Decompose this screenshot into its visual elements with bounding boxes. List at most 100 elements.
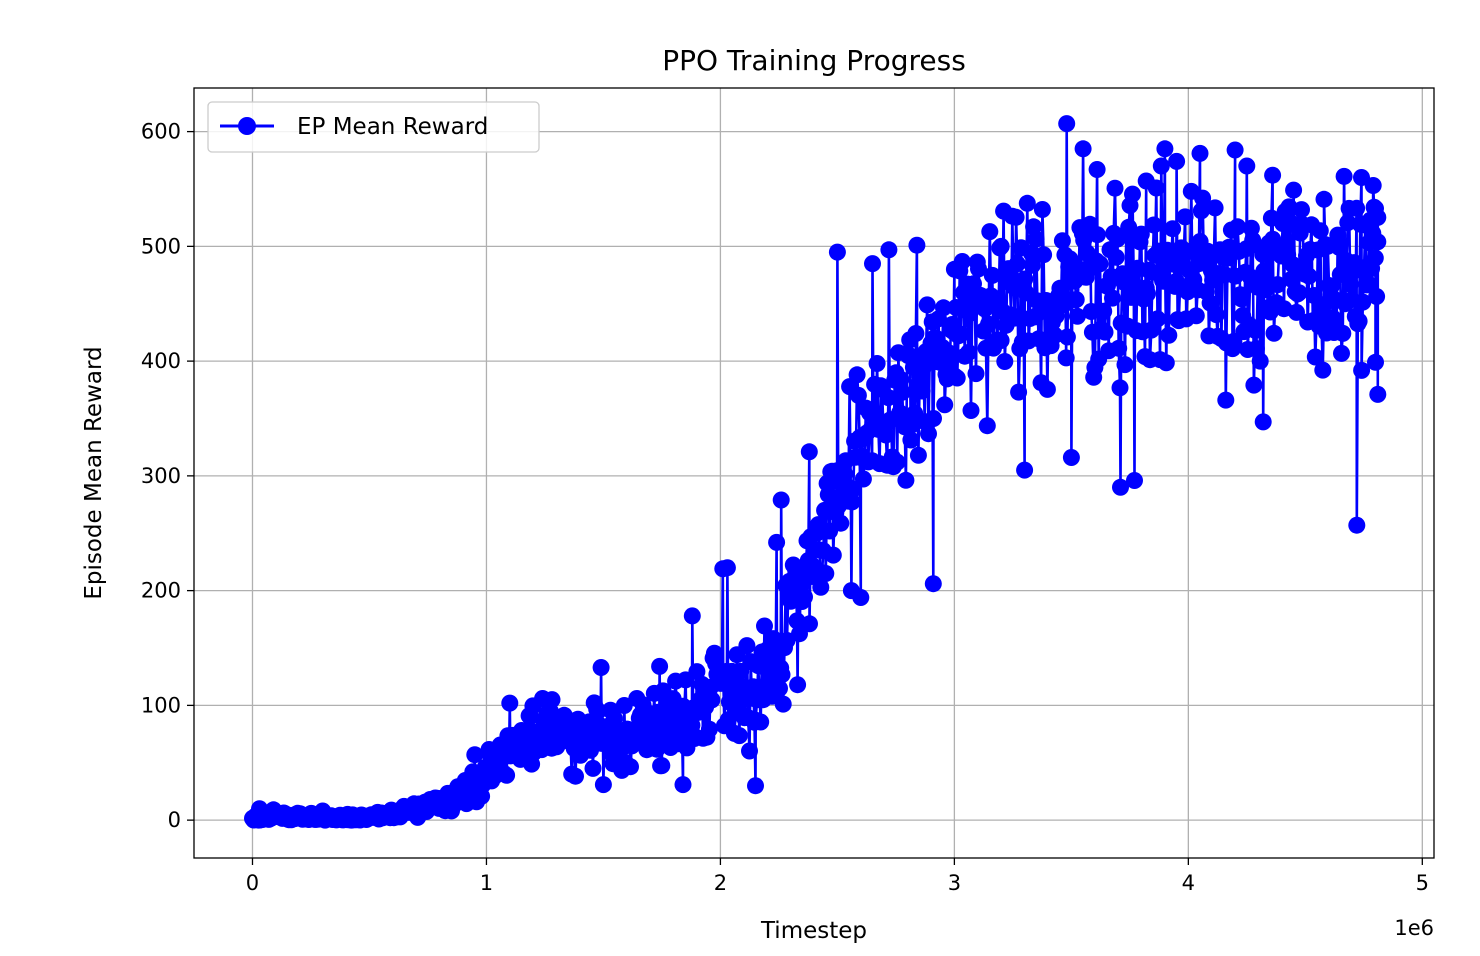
data-point <box>738 637 756 655</box>
data-point <box>683 607 701 625</box>
data-point <box>1348 199 1366 217</box>
data-point <box>1353 361 1371 379</box>
y-tick-label: 200 <box>141 579 181 603</box>
data-point <box>1038 380 1056 398</box>
data-point <box>1269 276 1287 294</box>
data-point <box>1046 326 1064 344</box>
data-point <box>1232 290 1250 308</box>
data-point <box>1033 201 1051 218</box>
data-point <box>953 253 971 270</box>
data-point <box>877 426 895 444</box>
data-point <box>920 425 937 443</box>
data-point <box>1160 326 1178 344</box>
data-point <box>1207 306 1225 324</box>
data-point <box>1290 284 1308 302</box>
data-point <box>615 697 633 714</box>
data-point <box>778 632 796 649</box>
data-point <box>1095 302 1113 320</box>
data-point <box>1330 238 1348 256</box>
data-point <box>1339 214 1357 232</box>
data-point <box>466 746 484 764</box>
data-point <box>936 396 954 414</box>
data-point <box>584 759 602 777</box>
data-point <box>648 740 666 758</box>
data-point <box>1245 376 1263 394</box>
legend: EP Mean Reward <box>207 101 540 153</box>
y-tick-label: 600 <box>141 120 181 144</box>
data-point <box>1168 152 1186 170</box>
data-point <box>768 533 786 551</box>
data-point <box>622 758 639 776</box>
data-point <box>1023 256 1041 274</box>
data-point <box>978 417 996 435</box>
data-point <box>1124 185 1141 203</box>
data-point <box>1018 194 1036 212</box>
data-point <box>849 386 867 404</box>
data-point <box>1062 449 1080 466</box>
data-point <box>880 241 898 259</box>
data-point <box>1057 349 1075 367</box>
data-point <box>1111 379 1129 397</box>
data-point <box>700 720 718 738</box>
data-point <box>1104 289 1121 307</box>
data-point <box>1293 201 1310 219</box>
data-point <box>1075 231 1093 249</box>
data-point <box>1120 218 1138 236</box>
data-point <box>589 702 607 720</box>
data-point <box>981 223 999 241</box>
data-point <box>1164 220 1182 238</box>
data-point <box>1369 208 1387 226</box>
data-point <box>1333 344 1350 362</box>
data-point <box>1369 385 1387 403</box>
data-point <box>992 237 1010 255</box>
data-point <box>867 407 885 425</box>
x-tick-label: 5 <box>1416 871 1429 895</box>
data-point <box>1334 324 1352 342</box>
data-point <box>1265 324 1283 342</box>
data-point <box>1016 461 1034 479</box>
y-tick-label: 400 <box>141 349 181 373</box>
data-point <box>1246 321 1264 339</box>
data-point <box>1192 202 1210 220</box>
data-point <box>948 369 966 387</box>
data-point <box>967 365 985 383</box>
legend-box <box>207 101 540 153</box>
data-point <box>800 443 818 461</box>
data-point <box>952 325 970 343</box>
data-point <box>970 260 987 278</box>
data-point <box>605 710 623 727</box>
data-point <box>836 465 854 483</box>
data-point <box>902 431 920 449</box>
data-point <box>925 410 942 427</box>
data-point <box>1255 262 1273 280</box>
data-point <box>1106 179 1124 197</box>
data-point <box>1110 339 1128 357</box>
data-point <box>703 691 721 709</box>
data-point <box>1206 199 1224 217</box>
data-point <box>789 676 807 694</box>
x-axis-multiplier: 1e6 <box>1394 916 1434 940</box>
x-axis-ticks: 0 1 2 3 4 5 <box>246 858 1429 895</box>
data-point <box>1096 323 1114 341</box>
plot-frame <box>193 87 1435 859</box>
data-point <box>1254 413 1272 431</box>
data-point <box>1238 157 1256 175</box>
x-tick-label: 3 <box>948 871 961 895</box>
data-point <box>1068 307 1086 325</box>
data-point <box>1067 291 1085 309</box>
data-point <box>897 471 915 489</box>
y-tick-label: 300 <box>141 464 181 488</box>
data-point <box>918 296 936 314</box>
data-point <box>1053 232 1071 250</box>
data-point <box>1306 348 1324 366</box>
data-point <box>651 657 669 675</box>
data-point <box>1300 267 1318 285</box>
y-tick-label: 0 <box>168 808 181 832</box>
x-tick-label: 4 <box>1182 871 1195 895</box>
data-point <box>1315 190 1333 208</box>
data-point <box>498 766 516 784</box>
data-point <box>1058 328 1076 346</box>
data-point <box>1074 140 1092 158</box>
data-point <box>1369 233 1387 251</box>
data-point <box>1348 516 1366 534</box>
